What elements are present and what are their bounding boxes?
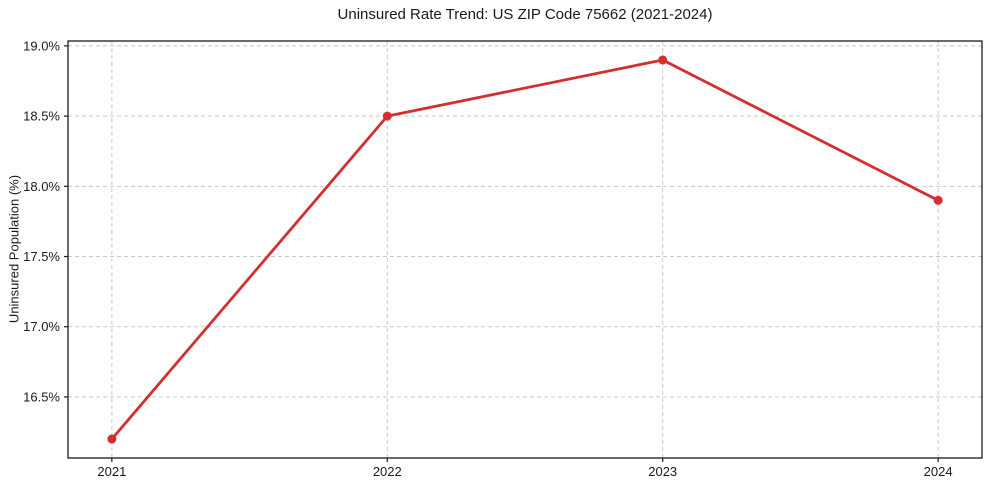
- x-tick-label: 2022: [373, 464, 402, 479]
- chart-title: Uninsured Rate Trend: US ZIP Code 75662 …: [337, 6, 713, 23]
- trend-line: [110, 58, 940, 441]
- plot-border: [67, 40, 983, 459]
- y-tick-label: 19.0%: [23, 38, 60, 53]
- y-tick-label: 17.0%: [23, 319, 60, 334]
- data-point-2024: [933, 195, 943, 205]
- data-point-2022: [382, 111, 392, 121]
- data-point-2021: [107, 434, 117, 444]
- data-point-2023: [658, 55, 668, 65]
- y-tick-label: 16.5%: [23, 389, 60, 404]
- y-tick-label: 18.5%: [23, 109, 60, 124]
- y-tick-label: 17.5%: [23, 249, 60, 264]
- x-tick-label: 2021: [97, 464, 126, 479]
- x-tick-label: 2023: [648, 464, 677, 479]
- x-tick-label: 2024: [924, 464, 953, 479]
- y-tick-label: 18.0%: [23, 179, 60, 194]
